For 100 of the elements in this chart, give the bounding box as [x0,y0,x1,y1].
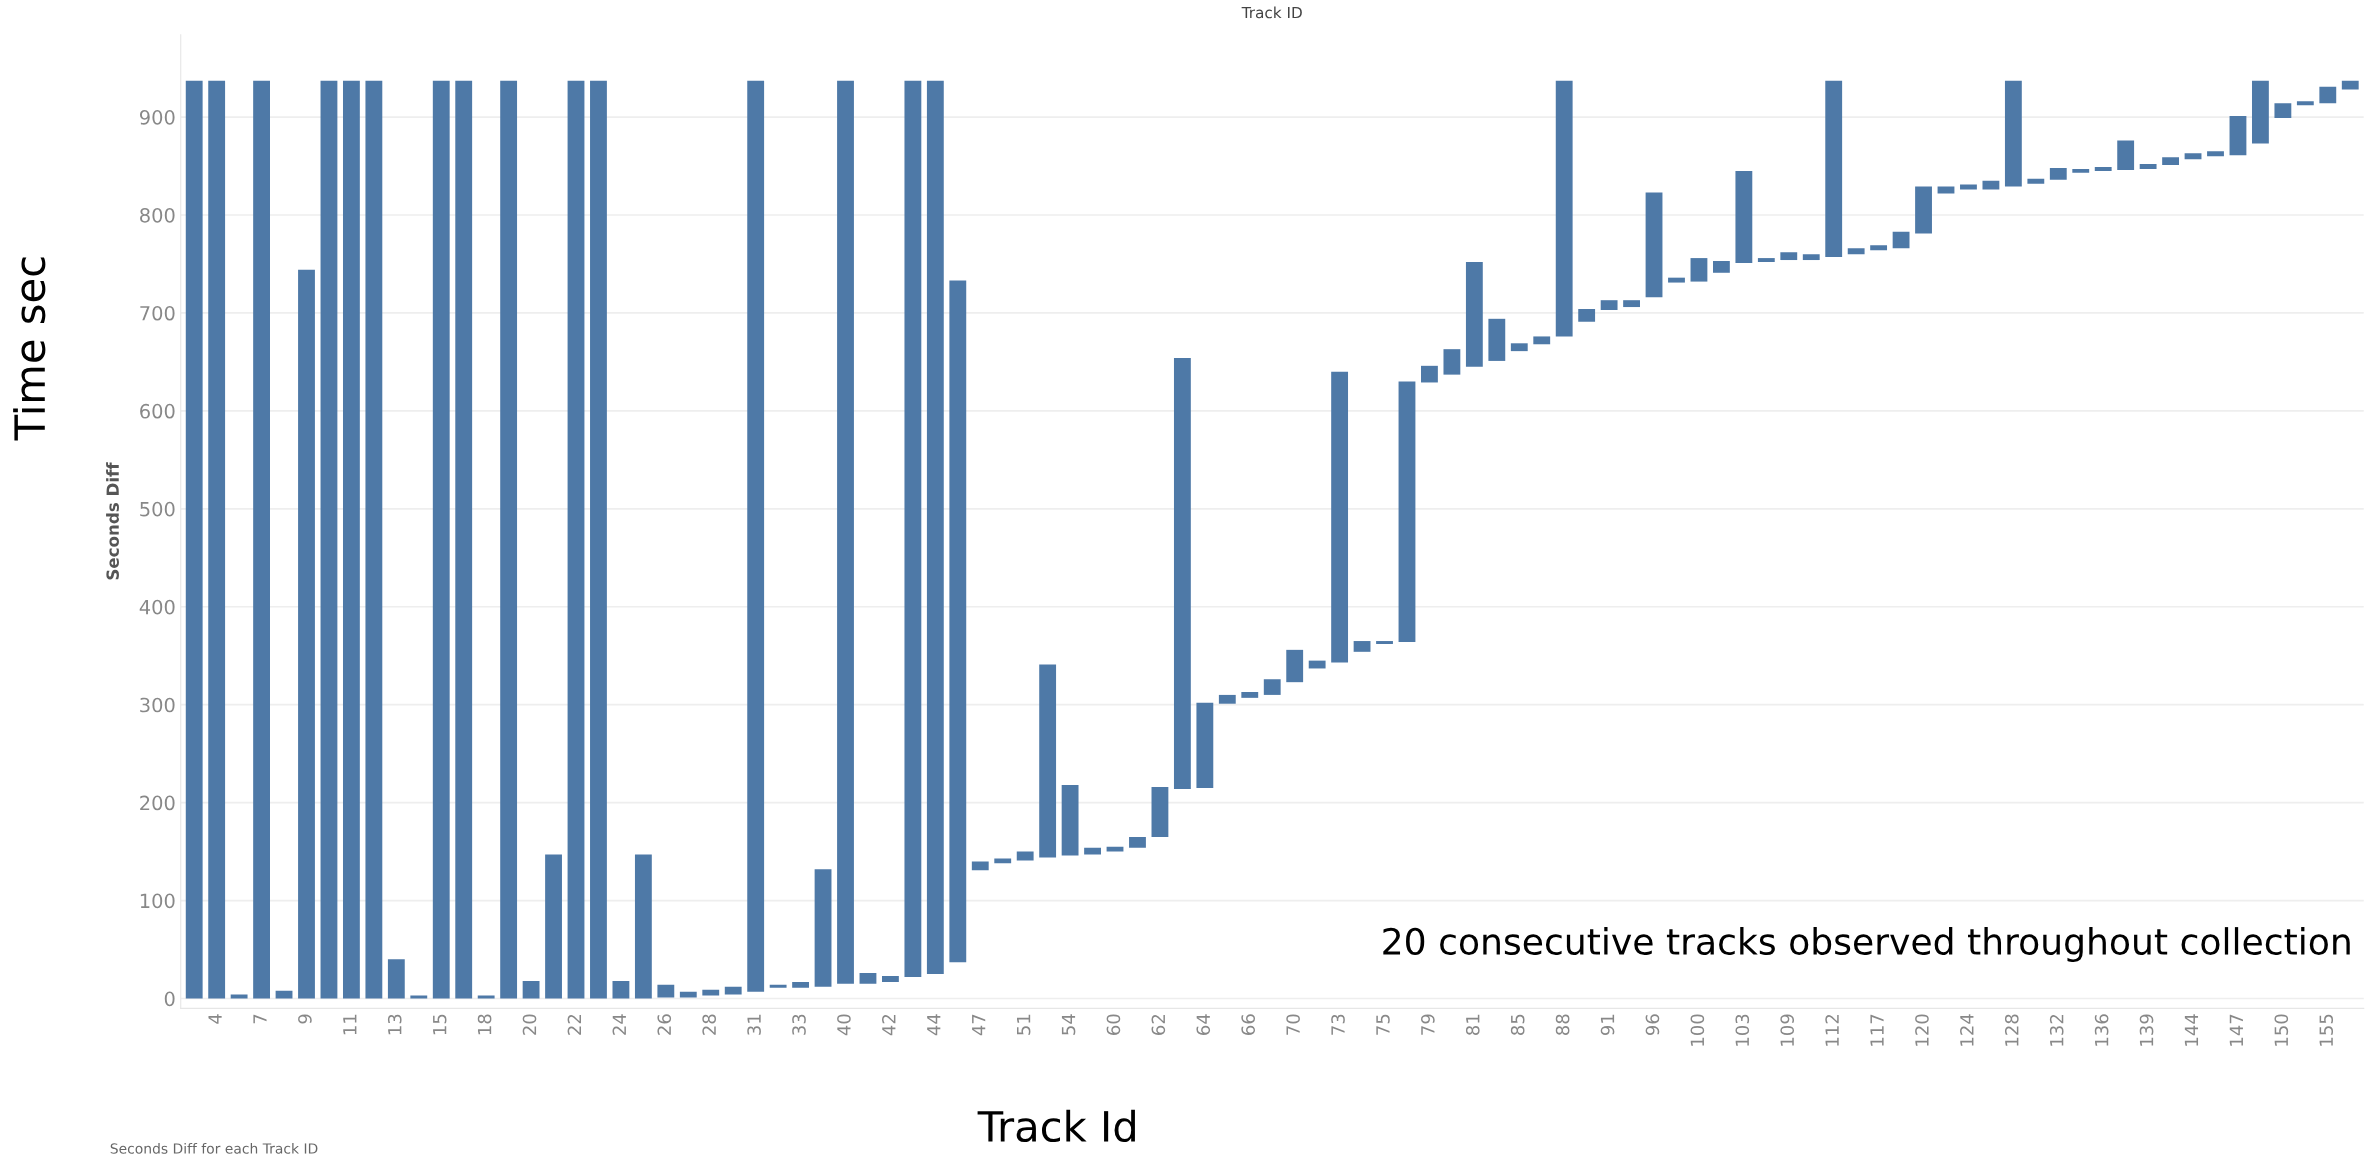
bar [1578,309,1596,322]
x-tick-label: 15 [433,1014,447,1035]
bar [2027,178,2045,184]
x-tick-label: 51 [1017,1014,1031,1035]
bar [1960,184,1977,190]
bar [1039,664,1057,858]
bar [320,80,338,999]
text: Seconds Diff for each Track ID [110,1143,318,1154]
bar [455,80,473,999]
bar [882,976,899,982]
x-tick-label: 13 [387,1014,402,1035]
bar [2252,80,2269,144]
bar [2094,166,2112,171]
bar [2117,140,2135,170]
bar [814,869,832,987]
x-tick-label: 70 [1286,1014,1300,1035]
bar [1892,231,1910,249]
bar [1690,258,1708,282]
chart-title: Track ID [1241,6,1302,19]
bar [1443,349,1461,375]
bar [432,80,450,999]
bar [1757,258,1775,262]
x-tick-label: 109 [1780,1014,1795,1046]
bar [859,973,877,984]
x-tick-label: 91 [1600,1014,1615,1036]
bar [1421,365,1438,383]
bar [1712,261,1730,273]
bar [185,80,203,999]
bar [522,980,540,999]
bar [769,984,787,988]
y-tick-label: 0 [164,991,175,1007]
x-tick-label: 62 [1151,1015,1166,1035]
bar [1825,80,1843,258]
x-tick-label: 33 [792,1014,806,1035]
bar [1555,80,1573,337]
bar [994,858,1012,864]
bar [410,995,428,999]
bar [387,959,405,999]
x-tick-label: 81 [1465,1014,1480,1035]
x-tick-label: 139 [2139,1014,2154,1046]
bar [1129,836,1146,848]
bar [1645,192,1663,298]
bar [477,995,495,999]
bar [1870,245,1888,251]
x-tick-label: 75 [1376,1014,1390,1035]
bar [679,991,697,998]
x-tick-label: 136 [2094,1014,2109,1046]
x-tick-label: 4 [208,1014,222,1024]
x-tick-label: 150 [2274,1014,2289,1046]
bar [792,981,810,988]
bar [2162,157,2180,166]
x-tick-label: 42 [882,1015,896,1036]
bar [1802,254,1820,261]
x-tick-label: 31 [747,1014,761,1035]
bar [724,986,742,995]
bar [1286,649,1304,683]
y-tick-label: 700 [140,305,175,321]
bar [1196,702,1214,788]
x-tick-label: 120 [1915,1014,1929,1046]
x-tick-label: 26 [657,1014,672,1035]
bar [2229,116,2247,156]
bar [365,80,383,999]
y-tick-label: 100 [140,893,175,909]
x-tick-label: 128 [2004,1014,2019,1046]
annotation: 20 consecutive tracks observed throughout collection [1383,927,2350,963]
bar [1263,679,1281,695]
bar [567,80,585,999]
bar [2184,153,2202,160]
x-tick-label: 103 [1735,1014,1750,1046]
x-axis-title: Track Id [977,1109,1135,1143]
text: Seconds Diff [106,462,119,580]
bar [1465,262,1483,367]
x-tick-label: 18 [477,1014,492,1035]
bar [971,861,989,871]
bar [275,990,293,999]
x-tick-label: 64 [1196,1014,1211,1035]
bar [1398,381,1416,643]
bar [253,80,270,999]
x-tick-label: 9 [298,1014,312,1024]
bar [1084,847,1101,855]
bar [1218,694,1236,704]
x-tick-label: 112 [1825,1015,1839,1046]
y-tick-label: 900 [139,110,175,125]
x-tick-label: 88 [1555,1014,1570,1035]
x-tick-label: 155 [2319,1014,2334,1046]
x-tick-label: 73 [1331,1014,1345,1035]
y-tick-label: 800 [140,207,175,223]
y-tick-label: 500 [140,501,175,517]
bar [1151,786,1169,837]
bar [208,80,226,999]
bar [904,80,922,977]
x-tick-label: 144 [2184,1014,2199,1046]
x-tick-label: 124 [1960,1014,1974,1046]
y-axis-title: Time sec [13,257,46,441]
bar [702,989,720,996]
bar [1780,252,1798,261]
bar [2296,101,2314,106]
x-tick-label: 117 [1870,1014,1884,1046]
bar [1600,300,1618,310]
bar [500,80,518,999]
